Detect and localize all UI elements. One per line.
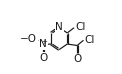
Text: N: N: [55, 22, 63, 32]
Text: Cl: Cl: [84, 34, 95, 44]
Text: O: O: [39, 53, 47, 63]
Text: −O: −O: [20, 34, 37, 44]
Text: +: +: [42, 39, 48, 45]
Text: Cl: Cl: [75, 22, 85, 32]
Text: N: N: [39, 39, 47, 49]
Text: O: O: [73, 54, 81, 64]
